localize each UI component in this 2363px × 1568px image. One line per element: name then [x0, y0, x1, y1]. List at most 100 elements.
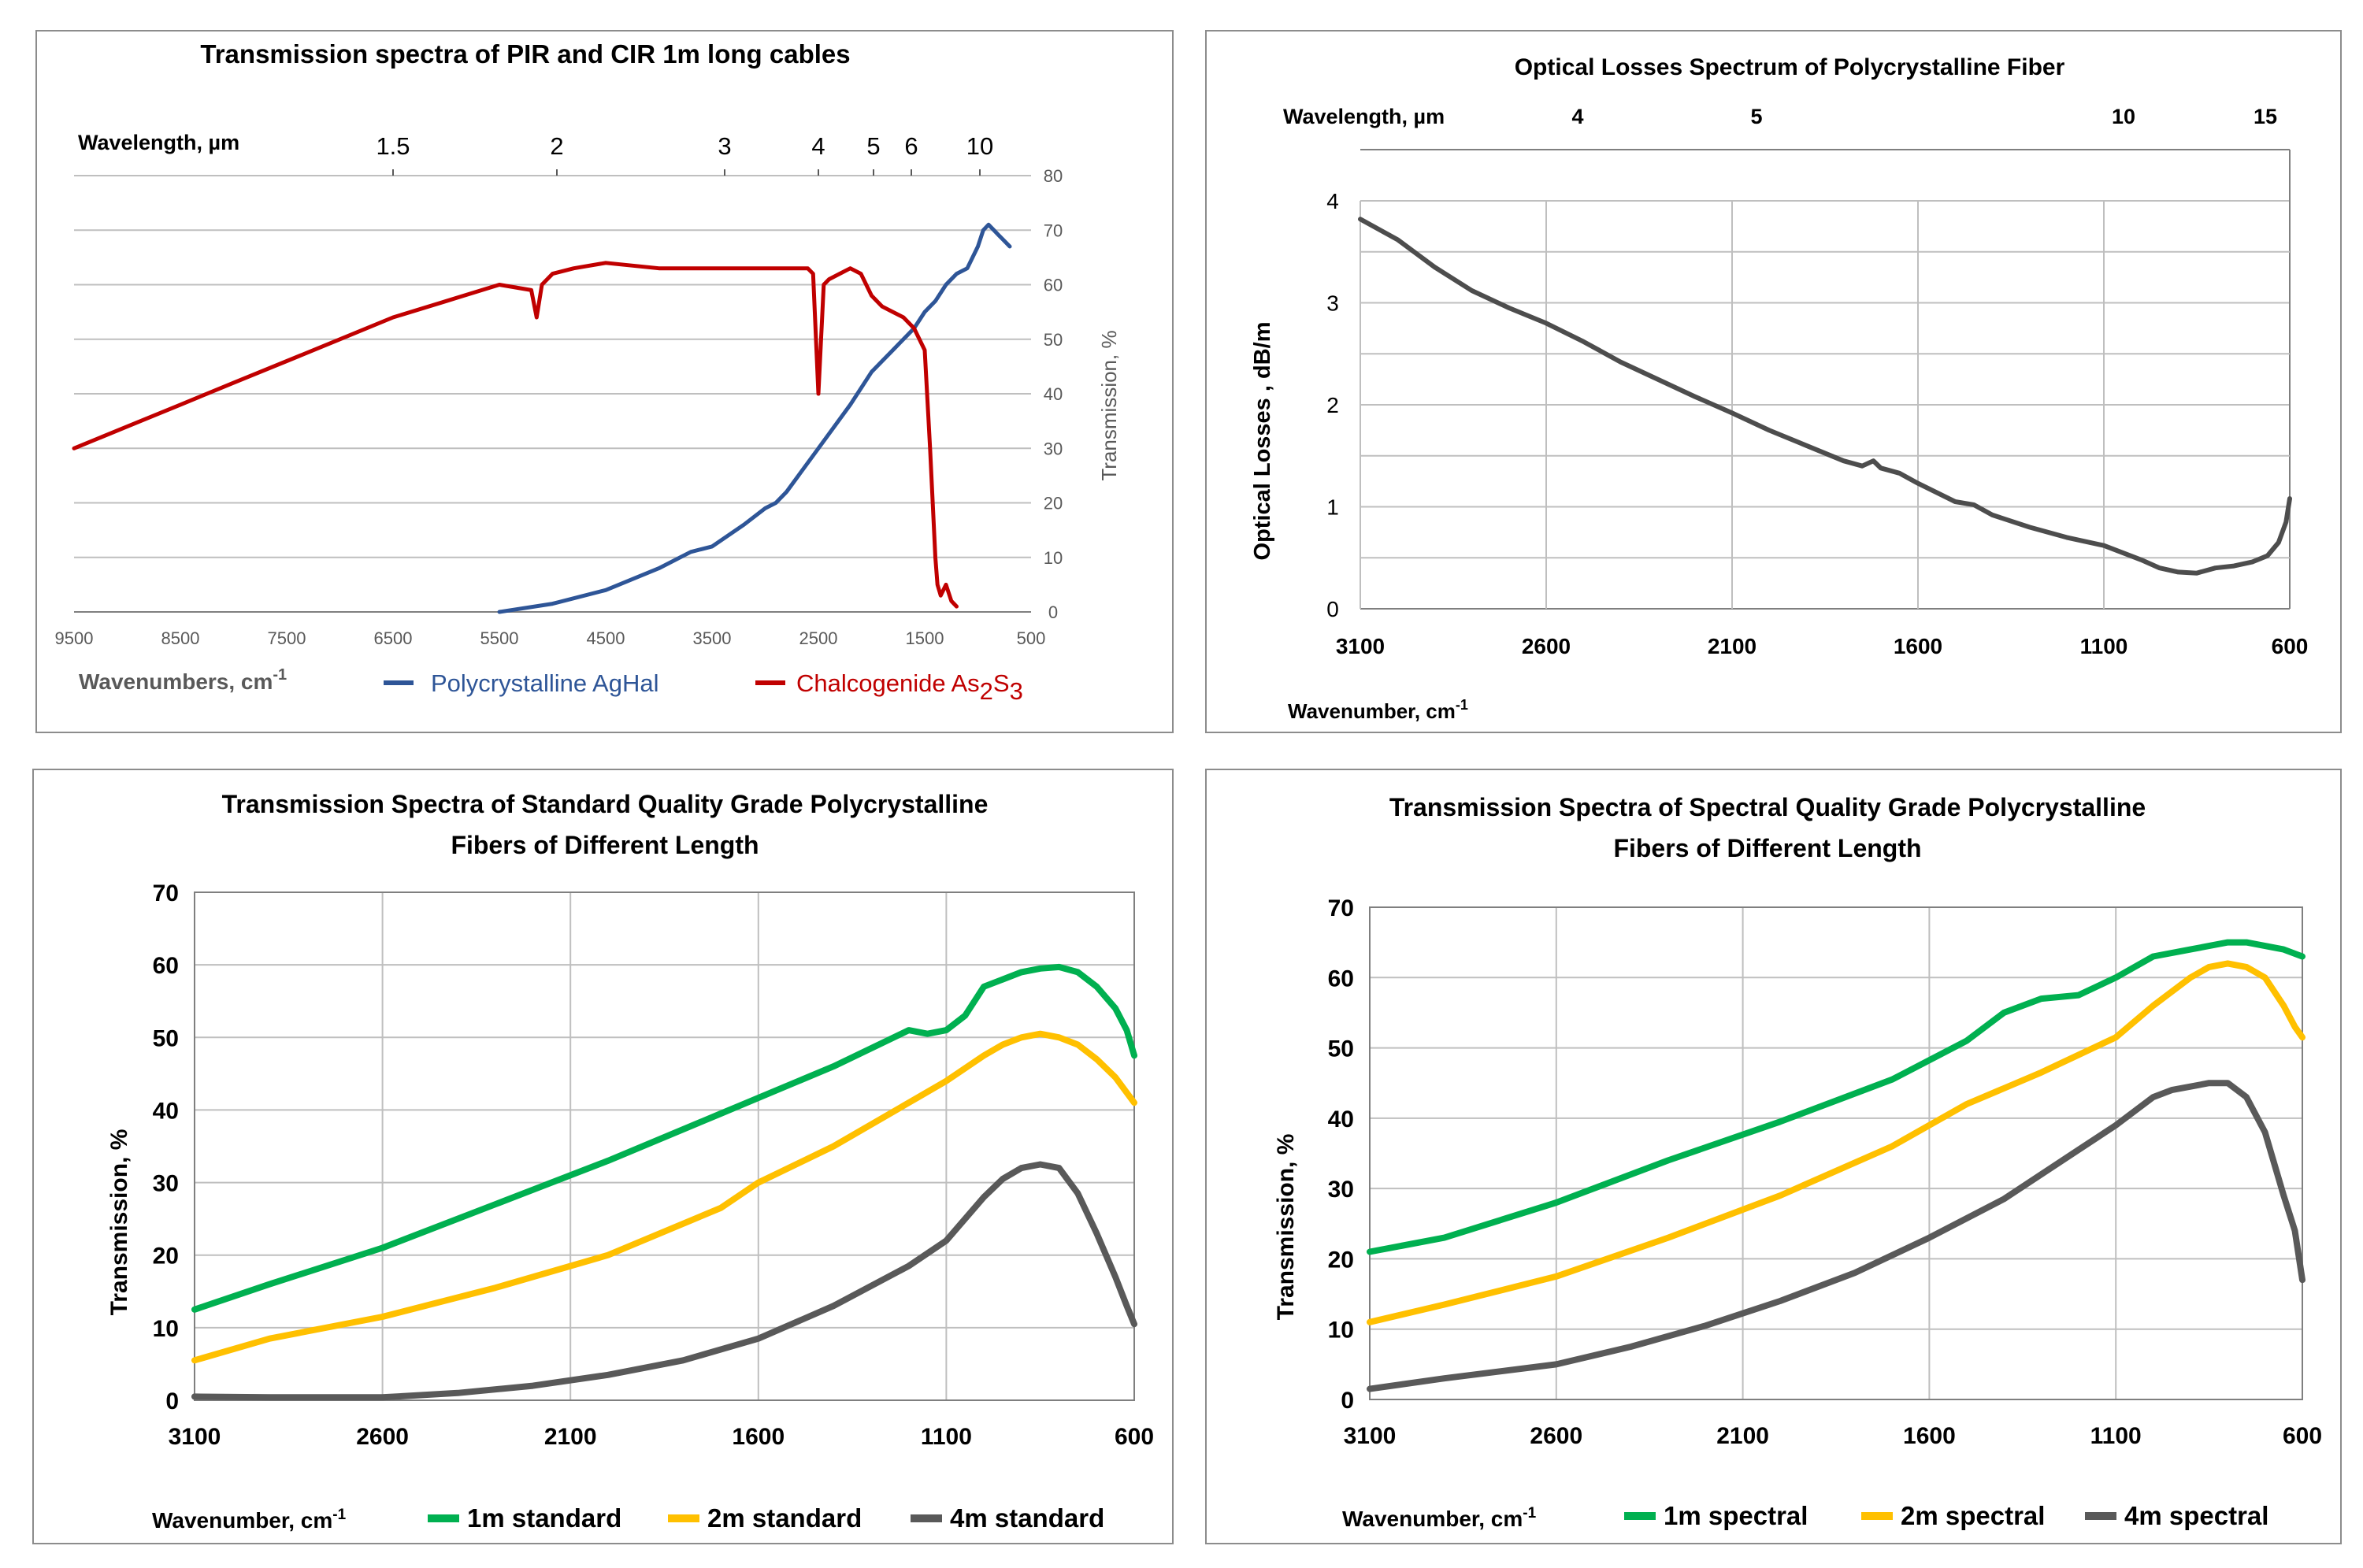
y-tick-label: 50 [153, 1025, 179, 1051]
x-axis-label-sup: -1 [273, 666, 287, 684]
y-tick-label: 80 [1044, 166, 1063, 186]
y-tick-label: 0 [1341, 1388, 1354, 1414]
x-tick-label: 2500 [799, 628, 838, 648]
y-tick-label: 30 [1328, 1177, 1354, 1203]
x-tick-label: 4500 [587, 628, 625, 648]
x-tick-label: 600 [1115, 1424, 1154, 1450]
y-tick-label: 70 [1044, 221, 1063, 240]
x-axis-label: Wavenumbers, cm-1 [79, 666, 287, 694]
x-tick-label: 1600 [732, 1424, 785, 1450]
x-axis-label: Wavenumber, cm-1 [1288, 697, 1468, 723]
y-tick-label: 50 [1044, 330, 1063, 350]
x-tick-label: 600 [2283, 1423, 2322, 1449]
x-tick-label: 9500 [55, 628, 94, 648]
y-tick-label: 10 [1044, 548, 1063, 568]
y-tick-label: 10 [1328, 1318, 1354, 1344]
y-tick-label: 4 [1326, 189, 1339, 213]
chart-title: Transmission spectra of PIR and CIR 1m l… [200, 39, 850, 69]
top-tick-label: 15 [2254, 105, 2277, 128]
top-tick-label: 4 [811, 132, 825, 160]
top-axis-label: Wavelength, µm [1283, 105, 1445, 128]
chart-title-line-2: Fibers of Different Length [451, 831, 759, 859]
y-tick-label: 1 [1326, 495, 1339, 520]
top-tick-label: 4 [1571, 105, 1583, 128]
legend-label-2: 2m standard [707, 1503, 862, 1533]
chart-svg-standard-grade: Transmission Spectra of Standard Quality… [106, 790, 1154, 1533]
chart-svg-spectral-grade: Transmission Spectra of Spectral Quality… [1273, 793, 2322, 1531]
x-axis-label-sup: -1 [332, 1507, 346, 1523]
chart-title: Optical Losses Spectrum of Polycrystalli… [1515, 54, 2065, 80]
x-axis-label: Wavenumber, cm-1 [1342, 1505, 1537, 1531]
top-axis-label: Wavelength, µm [78, 131, 239, 154]
y-tick-label: 20 [1328, 1247, 1354, 1273]
x-tick-label: 2600 [356, 1424, 409, 1450]
chart-svg-optical-losses: Optical Losses Spectrum of Polycrystalli… [1250, 54, 2308, 723]
plot-area-border [194, 891, 1135, 1401]
series-line-4m-spectral [1367, 1080, 2306, 1392]
x-tick-label: 3100 [169, 1424, 221, 1450]
y-axis-label: Transmission, % [106, 1129, 132, 1316]
top-tick-label: 5 [866, 132, 880, 160]
y-tick-label: 20 [153, 1244, 179, 1270]
y-tick-label: 70 [153, 880, 179, 906]
x-axis-label-text: Wavenumber, cm [1342, 1507, 1523, 1531]
legend-label-3: 4m standard [950, 1503, 1104, 1533]
y-tick-label: 40 [1044, 384, 1063, 404]
top-tick-label: 10 [2112, 105, 2135, 128]
y-tick-label: 2 [1326, 393, 1339, 417]
y-axis-label: Transmission, % [1273, 1134, 1299, 1321]
top-tick-label: 3 [718, 132, 731, 160]
legend-label-1: 1m spectral [1664, 1501, 1808, 1530]
y-tick-label: 20 [1044, 494, 1063, 513]
x-tick-label: 1100 [2080, 634, 2128, 658]
chart-title-line-2: Fibers of Different Length [1613, 834, 1921, 862]
y-tick-label: 0 [165, 1388, 179, 1414]
y-tick-label: 60 [153, 953, 179, 979]
top-tick-label: 1.5 [376, 132, 410, 160]
chart-panel-standard-grade: Transmission Spectra of Standard Quality… [32, 769, 1174, 1544]
chart-panel-optical-losses: Optical Losses Spectrum of Polycrystalli… [1205, 30, 2342, 733]
y-tick-label: 40 [1328, 1106, 1354, 1132]
legend-label-2: 2m spectral [1901, 1501, 2045, 1530]
y-tick-label: 30 [1044, 439, 1063, 458]
y-tick-label: 0 [1326, 597, 1339, 621]
series-line-1m-standard [191, 963, 1137, 1313]
x-tick-label: 1100 [921, 1424, 972, 1450]
x-tick-label: 5500 [480, 628, 519, 648]
x-tick-label: 3100 [1336, 634, 1385, 658]
top-tick-label: 10 [966, 132, 993, 160]
series-line-losses [1358, 217, 2292, 576]
series-line-4m-standard [191, 1161, 1137, 1401]
chart-panel-transmission-pir-cir: Transmission spectra of PIR and CIR 1m l… [35, 30, 1174, 733]
legend-label-polycrystalline: Polycrystalline AgHal [431, 669, 658, 697]
x-axis-label: Wavenumber, cm-1 [152, 1507, 347, 1533]
x-tick-label: 3500 [693, 628, 732, 648]
chart-svg-transmission-pir-cir: Transmission spectra of PIR and CIR 1m l… [55, 39, 1121, 705]
x-tick-label: 1500 [906, 628, 944, 648]
series-line-chalcogenide-as2s3 [72, 261, 959, 609]
y-tick-label: 40 [153, 1098, 179, 1124]
chart-title: Transmission Spectra of Spectral Quality… [1389, 793, 2146, 821]
y-tick-label: 60 [1328, 966, 1354, 992]
x-tick-label: 7500 [268, 628, 306, 648]
chart-panel-spectral-grade: Transmission Spectra of Spectral Quality… [1205, 769, 2342, 1544]
x-tick-label: 500 [1017, 628, 1046, 648]
y-tick-label: 0 [1048, 602, 1058, 622]
y-tick-label: 70 [1328, 895, 1354, 921]
x-tick-label: 2600 [1530, 1423, 1582, 1449]
series-line-polycrystalline-aghal [497, 222, 1012, 614]
y-tick-label: 30 [153, 1171, 179, 1197]
x-tick-label: 3100 [1344, 1423, 1397, 1449]
series-line-2m-spectral [1367, 960, 2306, 1325]
y-tick-label: 10 [153, 1316, 179, 1342]
top-tick-label: 6 [904, 132, 918, 160]
x-axis-label-text: Wavenumbers, cm [79, 669, 273, 694]
legend-label-3: 4m spectral [2124, 1501, 2268, 1530]
plot-area-border [1369, 906, 2303, 1400]
y-tick-label: 50 [1328, 1036, 1354, 1062]
series-line-1m-spectral [1367, 939, 2306, 1255]
x-tick-label: 1600 [1894, 634, 1942, 658]
y-axis-label: Optical Losses , dB/m [1250, 322, 1275, 561]
x-axis-label-sup: -1 [1523, 1505, 1536, 1522]
chart-title: Transmission Spectra of Standard Quality… [222, 790, 989, 818]
